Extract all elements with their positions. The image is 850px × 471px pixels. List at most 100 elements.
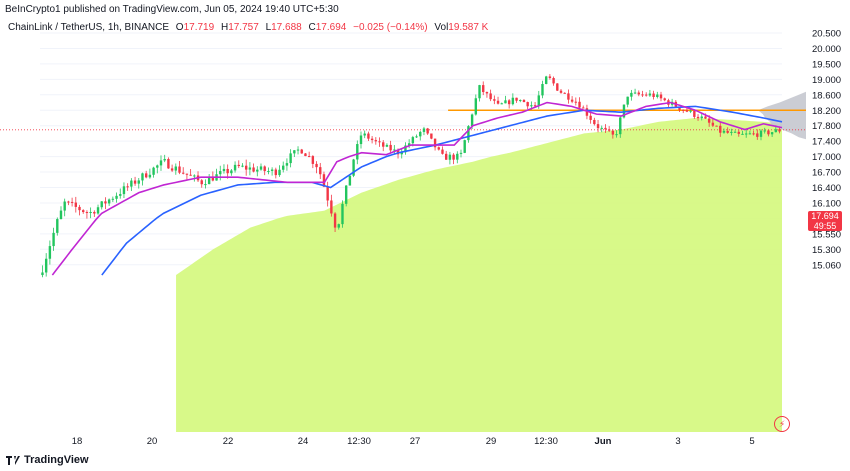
candle-up xyxy=(230,170,233,174)
candle-up xyxy=(207,177,211,185)
x-tick-label: Jun xyxy=(595,436,612,447)
candle-up xyxy=(700,116,703,119)
candle-up xyxy=(759,130,763,137)
candle-down xyxy=(693,110,696,117)
symbol-title[interactable]: ChainLink / TetherUS, 1h, BINANCE xyxy=(8,22,170,33)
close-value: 17.694 xyxy=(315,22,347,33)
volume-profile-shape xyxy=(758,91,806,140)
candle-up xyxy=(774,129,778,133)
candle-down xyxy=(389,144,392,151)
time-axis[interactable]: 18 20 22 24 12:30 27 29 12:30 Jun 3 5 xyxy=(72,436,755,447)
candle-up xyxy=(63,201,66,211)
close-label: C xyxy=(308,22,316,33)
candle-down xyxy=(593,119,596,125)
candle-up xyxy=(56,219,59,233)
candle-down xyxy=(563,92,566,94)
x-tick-label: 18 xyxy=(72,436,83,447)
candle-up xyxy=(289,153,292,164)
x-tick-label: 12:30 xyxy=(347,436,371,447)
candle-down xyxy=(82,210,85,213)
candle-up xyxy=(622,104,626,118)
candle-up xyxy=(722,130,726,133)
candle-up xyxy=(248,167,252,170)
candle-up xyxy=(459,152,463,154)
candle-up xyxy=(241,165,244,167)
candle-down xyxy=(570,99,574,102)
candle-up xyxy=(419,131,422,137)
candle-down xyxy=(682,109,685,111)
x-tick-label: 22 xyxy=(223,436,234,447)
candle-up xyxy=(348,175,352,186)
candle-down xyxy=(93,211,96,214)
candle-down xyxy=(496,100,500,104)
candle-up xyxy=(204,184,207,186)
candle-down xyxy=(726,130,729,133)
candle-down xyxy=(507,100,511,105)
candle-up xyxy=(115,195,118,199)
candle-up xyxy=(137,180,140,184)
candle-down xyxy=(78,206,81,211)
candle-down xyxy=(252,167,255,172)
candle-down xyxy=(493,99,496,101)
candle-down xyxy=(489,93,492,100)
candle-up xyxy=(356,144,359,160)
candle-up xyxy=(270,169,274,171)
candle-up xyxy=(52,232,55,247)
y-tick-label: 17.800 xyxy=(812,121,841,132)
candle-up xyxy=(107,199,111,204)
candle-up xyxy=(511,97,515,105)
candle-down xyxy=(559,90,563,93)
y-tick-label: 20.500 xyxy=(812,29,841,40)
candle-up xyxy=(359,135,363,145)
candle-up xyxy=(530,105,533,107)
x-tick-label: 20 xyxy=(147,436,158,447)
candle-down xyxy=(578,101,581,108)
candle-up xyxy=(111,198,115,200)
candle-up xyxy=(259,166,263,170)
x-tick-label: 24 xyxy=(298,436,309,447)
candle-down xyxy=(167,158,170,169)
candle-up xyxy=(363,133,366,136)
price-axis[interactable]: 20.500 20.000 19.500 19.000 18.600 18.200 17.8… xyxy=(812,29,841,272)
candle-down xyxy=(433,138,437,148)
candle-down xyxy=(426,128,429,134)
candle-down xyxy=(704,116,707,119)
candle-up xyxy=(456,153,459,160)
candle-down xyxy=(126,186,129,188)
candle-up xyxy=(256,169,259,172)
candle-down xyxy=(715,125,718,127)
candle-down xyxy=(382,142,385,147)
y-tick-label: 18.200 xyxy=(812,106,841,117)
candle-down xyxy=(85,212,89,214)
candle-down xyxy=(485,92,489,94)
candle-up xyxy=(633,92,637,94)
candle-up xyxy=(626,96,629,105)
candle-down xyxy=(767,130,770,135)
candle-up xyxy=(152,167,155,175)
lightning-icon[interactable]: ⚡ xyxy=(774,416,790,432)
candle-down xyxy=(185,173,189,175)
candle-down xyxy=(396,149,400,155)
candle-down xyxy=(322,174,326,187)
change-value: −0.025 (−0.14%) xyxy=(353,22,428,33)
candle-down xyxy=(70,201,74,203)
candle-up xyxy=(233,164,237,171)
candle-down xyxy=(641,94,644,96)
candle-up xyxy=(344,185,348,204)
candle-down xyxy=(304,153,307,157)
candle-up xyxy=(130,180,133,187)
candle-up xyxy=(89,211,92,213)
candle-down xyxy=(556,83,559,91)
candle-up xyxy=(467,126,470,141)
volume-profile xyxy=(758,91,806,140)
y-tick-label: 20.000 xyxy=(812,44,841,55)
candle-down xyxy=(211,177,215,181)
candle-down xyxy=(737,131,740,134)
candle-down xyxy=(326,186,329,201)
candle-down xyxy=(611,130,615,135)
candle-down xyxy=(307,156,311,158)
y-tick-label: 17.000 xyxy=(812,152,841,163)
y-tick-label: 16.100 xyxy=(812,198,841,209)
x-tick-label: 12:30 xyxy=(534,436,558,447)
